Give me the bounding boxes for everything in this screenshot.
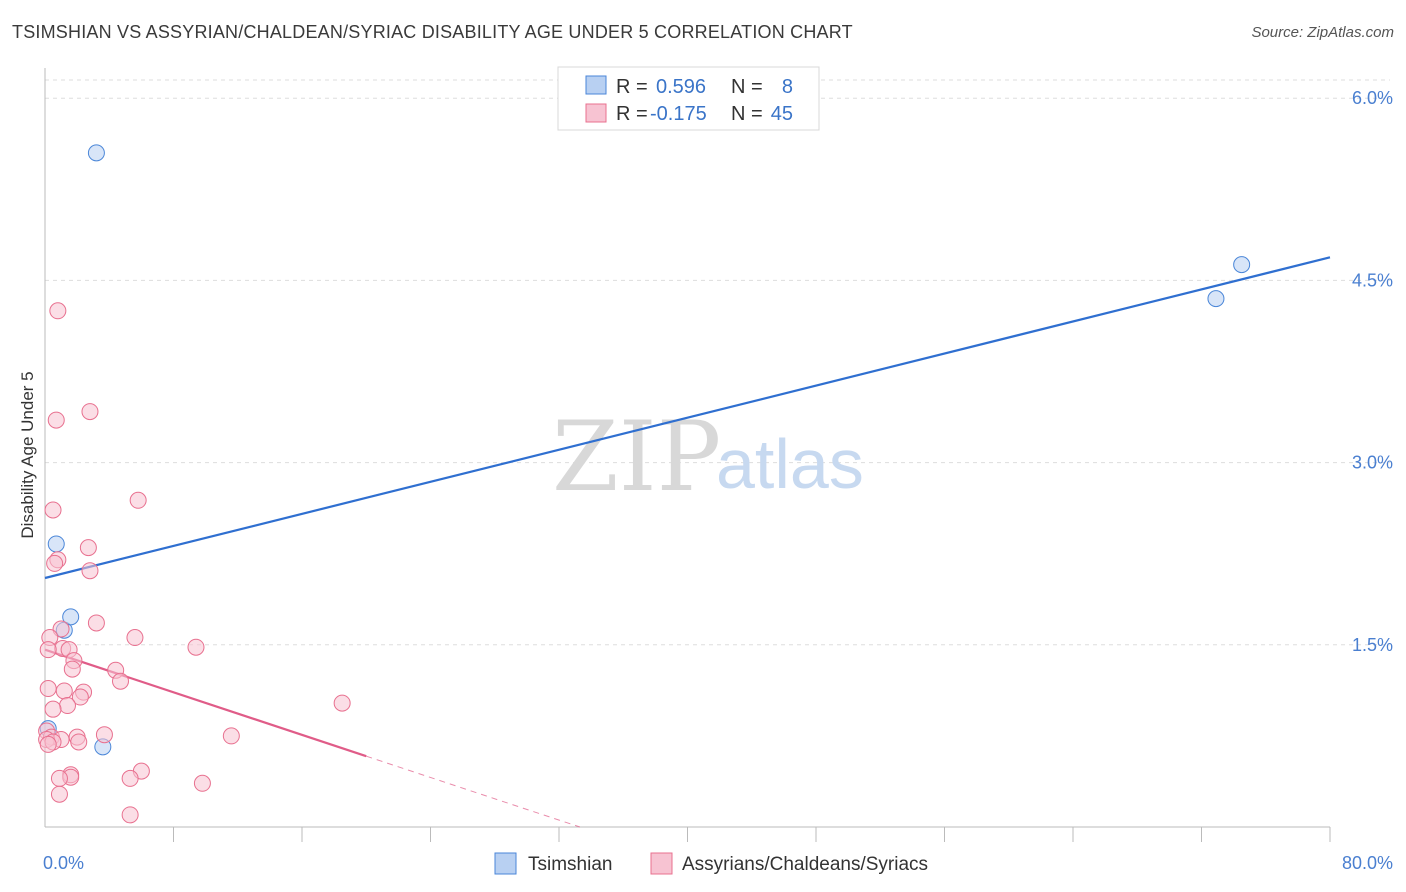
correlation-legend: R = 0.596 N = 8 R = -0.175 N = 45 [557,66,820,131]
x-tick-label: 0.0% [43,853,84,873]
point-blue [1233,256,1251,274]
point-pink [52,620,70,638]
axes [44,68,1331,842]
point-pink [126,629,144,647]
series-legend: Tsimshian Assyrians/Chaldeans/Syriacs [494,852,928,875]
legend-n-value: 45 [771,103,793,125]
watermark-zip: ZIP [552,401,721,513]
point-pink [46,554,64,572]
point-pink [129,491,147,509]
trend-line-extension-pink [366,755,581,828]
point-pink [39,735,57,753]
point-pink [55,682,73,700]
y-tick-label: 3.0% [1352,453,1393,473]
point-pink [50,785,68,803]
watermark: ZIP atlas [552,401,864,513]
trend-line-pink [44,648,367,758]
point-pink [70,733,88,751]
point-pink [81,562,99,580]
chart-source: Source: ZipAtlas.com [1251,24,1394,41]
point-pink [193,774,211,792]
trend-line-blue [44,256,1331,580]
legend-r-label: R = [616,76,648,98]
series-legend-label-assyrians: Assyrians/Chaldeans/Syriacs [682,854,928,875]
gridlines [45,79,1390,646]
point-pink [121,806,139,824]
point-pink [63,660,81,678]
series-legend-swatch-tsimshian [494,852,517,875]
legend-n-value: 8 [782,76,793,98]
x-tick-label: 80.0% [1342,853,1393,873]
y-tick-label: 4.5% [1352,270,1393,290]
data-points [38,144,1251,824]
tick-labels: 1.5% 3.0% 4.5% 6.0% 0.0% 80.0% [43,88,1393,873]
point-pink [50,769,68,787]
point-pink [44,700,62,718]
point-pink [121,769,139,787]
point-pink [71,688,89,706]
point-blue [47,535,65,553]
point-blue [62,608,80,626]
point-pink [49,302,67,320]
series-legend-label-tsimshian: Tsimshian [528,854,612,875]
point-pink [39,641,57,659]
legend-r-value: 0.596 [656,76,706,98]
legend-r-value: -0.175 [650,103,707,125]
point-pink [333,694,351,712]
point-pink [95,726,113,744]
y-tick-label: 6.0% [1352,88,1393,108]
legend-n-label: N = [731,76,763,98]
trend-lines [44,256,1331,828]
legend-swatch-tsimshian [585,75,607,95]
chart-title: TSIMSHIAN VS ASSYRIAN/CHALDEAN/SYRIAC DI… [12,22,853,42]
legend-n-label: N = [731,103,763,125]
legend-swatch-assyrians [585,103,607,123]
point-pink [187,638,205,656]
point-pink [44,501,62,519]
legend-r-label: R = [616,103,648,125]
point-pink [47,411,65,429]
series-legend-swatch-assyrians [650,852,673,875]
point-pink [58,697,76,715]
y-axis-label: Disability Age Under 5 [18,371,37,538]
point-pink [79,539,97,557]
point-pink [81,403,99,421]
point-blue [1207,290,1225,308]
point-pink [87,614,105,632]
point-pink [222,727,240,745]
point-pink [39,680,57,698]
point-pink [111,672,129,690]
y-tick-label: 1.5% [1352,635,1393,655]
point-blue [87,144,105,162]
watermark-atlas: atlas [716,425,864,503]
